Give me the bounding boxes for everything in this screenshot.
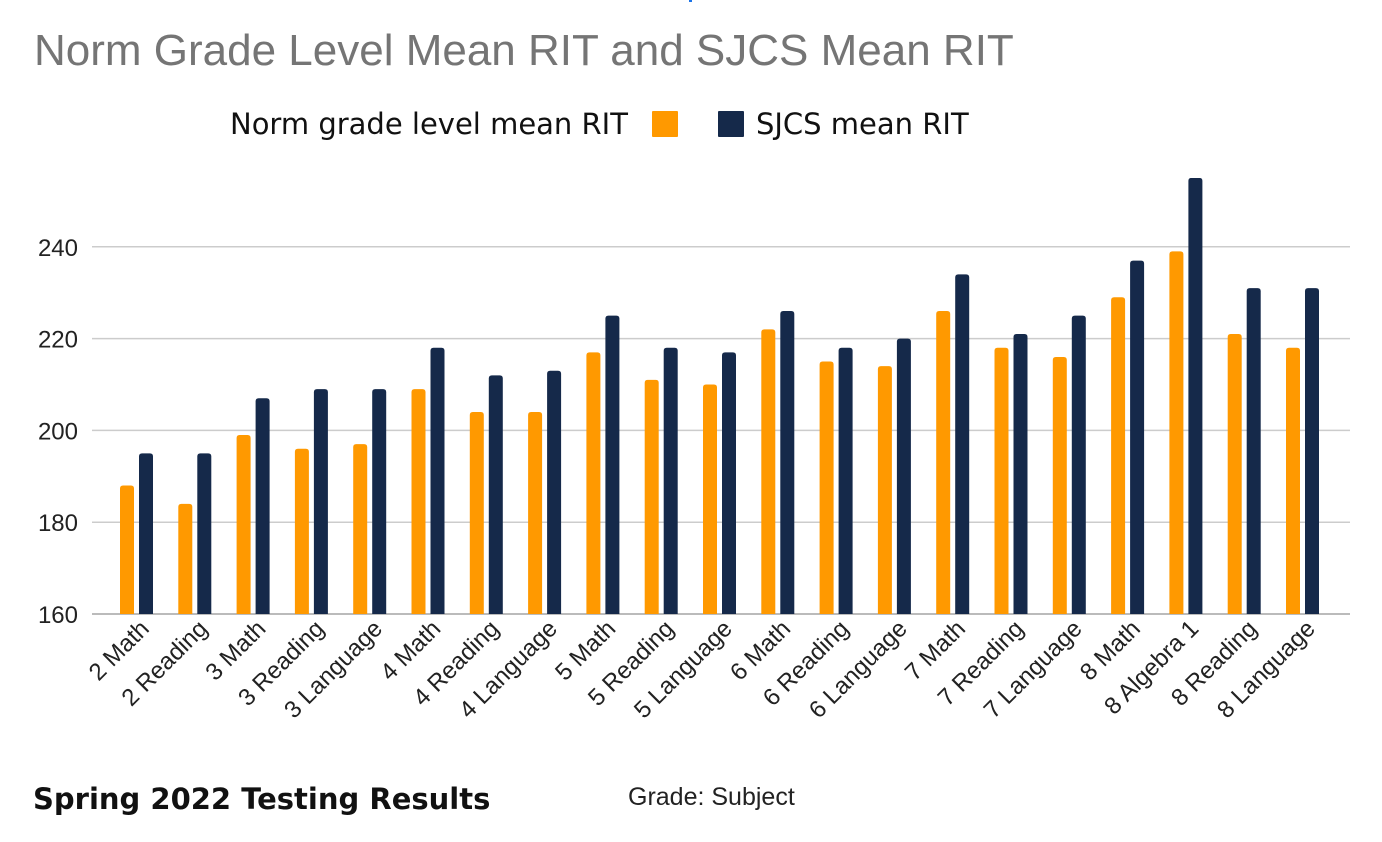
bar-norm — [936, 311, 951, 614]
bar-sjcs — [1188, 177, 1203, 614]
bar-norm — [1286, 347, 1300, 614]
y-tick-label: 200 — [38, 418, 78, 445]
legend-label-sjcs: SJCS mean RIT — [755, 107, 969, 141]
legend-label-norm: Norm grade level mean RIT — [230, 107, 628, 141]
bar-sjcs — [488, 375, 503, 614]
bar-norm — [469, 412, 484, 614]
bar-sjcs — [547, 370, 562, 614]
bar-sjcs — [1305, 288, 1319, 614]
x-axis-title: Grade: Subject — [628, 783, 795, 811]
bar-sjcs — [722, 352, 736, 614]
bar-norm — [353, 444, 368, 614]
bar-norm — [877, 366, 892, 614]
bar-sjcs — [197, 453, 212, 614]
bar-norm — [1111, 297, 1126, 614]
bar-norm — [644, 379, 659, 614]
bar-norm — [528, 412, 543, 614]
bar-norm — [236, 434, 251, 614]
legend-swatch-sjcs — [717, 111, 744, 137]
top-accent-mark — [689, 0, 692, 2]
bar-norm — [586, 352, 601, 614]
y-tick-label: 220 — [38, 327, 78, 354]
bar-sjcs — [1246, 288, 1261, 614]
bar-sjcs — [1071, 315, 1086, 614]
bar-sjcs — [780, 311, 795, 614]
bar-sjcs — [430, 347, 445, 614]
bar-sjcs — [372, 389, 387, 614]
bar-norm — [761, 329, 776, 614]
bar-norm — [819, 361, 834, 614]
bar-norm — [1227, 334, 1242, 614]
bar-sjcs — [1013, 334, 1028, 614]
bar-sjcs — [663, 347, 678, 614]
bar-norm — [703, 384, 717, 614]
footer-caption: Spring 2022 Testing Results — [33, 782, 491, 816]
bar-norm — [1052, 356, 1067, 614]
legend: Norm grade level mean RIT SJCS mean RIT — [230, 104, 969, 144]
bar-norm — [294, 448, 309, 614]
legend-item-sjcs: SJCS mean RIT — [717, 107, 969, 141]
bar-sjcs — [605, 315, 620, 614]
bar-norm — [411, 389, 426, 614]
bar-norm — [994, 347, 1009, 614]
bar-sjcs — [139, 453, 153, 614]
bar-sjcs — [896, 338, 911, 614]
legend-item-norm: Norm grade level mean RIT — [230, 107, 678, 141]
bar-sjcs — [955, 274, 970, 614]
bar-norm — [1169, 251, 1184, 614]
bar-sjcs — [838, 347, 853, 614]
y-tick-label: 160 — [38, 602, 78, 629]
y-tick-label: 180 — [38, 510, 78, 537]
legend-swatch-norm — [651, 111, 678, 137]
bars-group — [120, 177, 1319, 614]
bar-norm — [178, 503, 193, 614]
y-tick-label: 240 — [38, 235, 78, 262]
bar-sjcs — [313, 389, 328, 614]
bar-norm — [120, 485, 134, 614]
bar-sjcs — [1130, 260, 1145, 614]
chart-title: Norm Grade Level Mean RIT and SJCS Mean … — [34, 26, 1014, 75]
bar-sjcs — [255, 398, 270, 614]
